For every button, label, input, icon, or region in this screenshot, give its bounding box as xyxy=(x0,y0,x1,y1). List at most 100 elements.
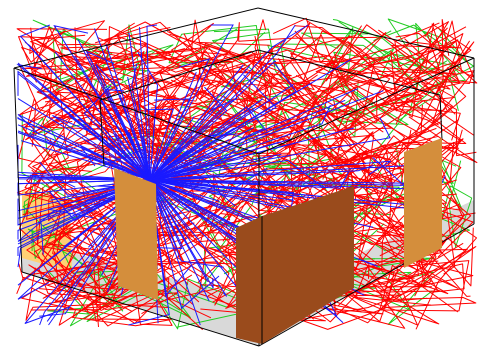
green-ray-path xyxy=(267,44,359,138)
red-ray-path xyxy=(261,113,392,217)
red-ray-path xyxy=(57,19,204,62)
red-ray-path xyxy=(16,27,140,81)
blue-ray-path xyxy=(17,179,151,196)
blue-ray-path xyxy=(149,74,277,181)
blue-ray-path xyxy=(17,179,151,240)
red-ray-path xyxy=(26,223,101,302)
room-inner-left-post xyxy=(99,99,105,167)
blue-ray-path xyxy=(149,86,228,181)
red-ray-path xyxy=(236,52,404,105)
blue-ray-path xyxy=(149,179,425,190)
blue-ray-path xyxy=(17,124,151,181)
red-ray-path xyxy=(217,22,378,67)
blue-ray-path xyxy=(83,85,151,181)
blue-ray-path xyxy=(137,51,159,181)
red-ray-path xyxy=(90,36,249,112)
blue-ray-path xyxy=(149,177,236,207)
red-ray-path xyxy=(379,21,455,106)
blue-ray-path xyxy=(149,64,244,181)
blue-ray-path xyxy=(149,107,256,181)
blue-ray-path xyxy=(149,127,254,181)
blue-ray-path xyxy=(149,141,280,181)
blue-ray-path xyxy=(149,179,243,238)
red-ray-path xyxy=(53,231,212,319)
blue-ray-path xyxy=(149,116,391,181)
red-ray-path xyxy=(281,297,477,330)
blue-ray-path xyxy=(149,72,197,181)
blue-ray-path xyxy=(21,140,151,181)
red-ray-path xyxy=(24,35,186,130)
red-ray-path xyxy=(193,68,301,142)
room-inner-right-post xyxy=(439,94,443,141)
blue-ray-path xyxy=(39,179,151,326)
blue-ray-path xyxy=(149,179,201,326)
blue-ray-path xyxy=(28,44,151,181)
red-ray-path xyxy=(216,180,449,269)
blue-ray-path xyxy=(149,179,190,212)
blue-ray-path xyxy=(149,98,264,181)
blue-ray-path xyxy=(17,179,151,242)
red-ray-path xyxy=(16,267,107,321)
blue-ray-path xyxy=(149,88,358,181)
blue-ray-path xyxy=(149,104,331,181)
red-ray-path xyxy=(294,30,455,84)
blue-ray-path xyxy=(77,39,151,181)
blue-ray-path xyxy=(29,132,151,181)
blue-ray-path xyxy=(149,116,195,181)
red-ray-path xyxy=(166,96,278,192)
blue-ray-path xyxy=(40,179,151,255)
red-ray-path xyxy=(169,33,292,111)
blue-ray-path xyxy=(149,24,309,181)
blue-ray-path xyxy=(149,179,378,267)
blue-ray-path xyxy=(149,179,324,198)
blue-ray-path xyxy=(149,171,350,189)
blue-ray-path xyxy=(17,179,151,226)
blue-ray-path xyxy=(128,32,151,181)
red-ray-path xyxy=(359,207,468,312)
blue-ray-path xyxy=(24,179,151,324)
green-ray-path xyxy=(168,25,266,64)
red-ray-path xyxy=(229,32,387,124)
blue-ray-path xyxy=(139,27,151,181)
blue-ray-path xyxy=(17,116,151,181)
room-bottom-left-edge xyxy=(21,271,260,347)
front-block xyxy=(236,186,354,344)
blue-ray-path xyxy=(149,167,268,192)
blue-ray-path xyxy=(54,51,151,181)
red-ray-path xyxy=(222,62,313,179)
red-ray-path xyxy=(379,260,470,313)
red-ray-path xyxy=(94,45,222,128)
red-ray-path xyxy=(344,246,477,326)
blue-ray-path xyxy=(146,24,158,181)
blue-ray-path xyxy=(149,179,228,297)
left-pillar xyxy=(114,168,158,300)
blue-ray-path xyxy=(149,160,391,181)
room-top-back-right-edge xyxy=(257,7,475,59)
room-inner-back-left-edge xyxy=(99,49,259,101)
blue-ray-path xyxy=(74,55,151,181)
blue-ray-path xyxy=(17,70,151,181)
blue-ray-path xyxy=(149,179,220,310)
red-ray-path xyxy=(295,74,424,135)
blue-ray-path xyxy=(149,58,352,181)
room-inner-back-right-edge xyxy=(257,49,441,96)
blue-ray-path xyxy=(95,63,151,181)
room-top-back-left-edge xyxy=(13,7,259,69)
blue-ray-path xyxy=(149,99,346,181)
blue-ray-path xyxy=(149,142,296,181)
blue-ray-path xyxy=(149,98,192,181)
blue-ray-path xyxy=(149,159,325,188)
blue-ray-path xyxy=(149,164,413,181)
red-ray-path xyxy=(323,29,461,99)
blue-ray-path xyxy=(17,62,151,181)
blue-ray-path xyxy=(52,114,151,181)
blue-ray-path xyxy=(149,24,234,181)
blue-ray-path xyxy=(17,179,151,300)
green-ray-path xyxy=(280,43,425,113)
blue-ray-path xyxy=(104,149,151,181)
right-pillar xyxy=(404,138,442,268)
room-left-corner-edge xyxy=(13,67,23,273)
blue-ray-path xyxy=(93,28,151,181)
blue-ray-path xyxy=(149,90,384,181)
